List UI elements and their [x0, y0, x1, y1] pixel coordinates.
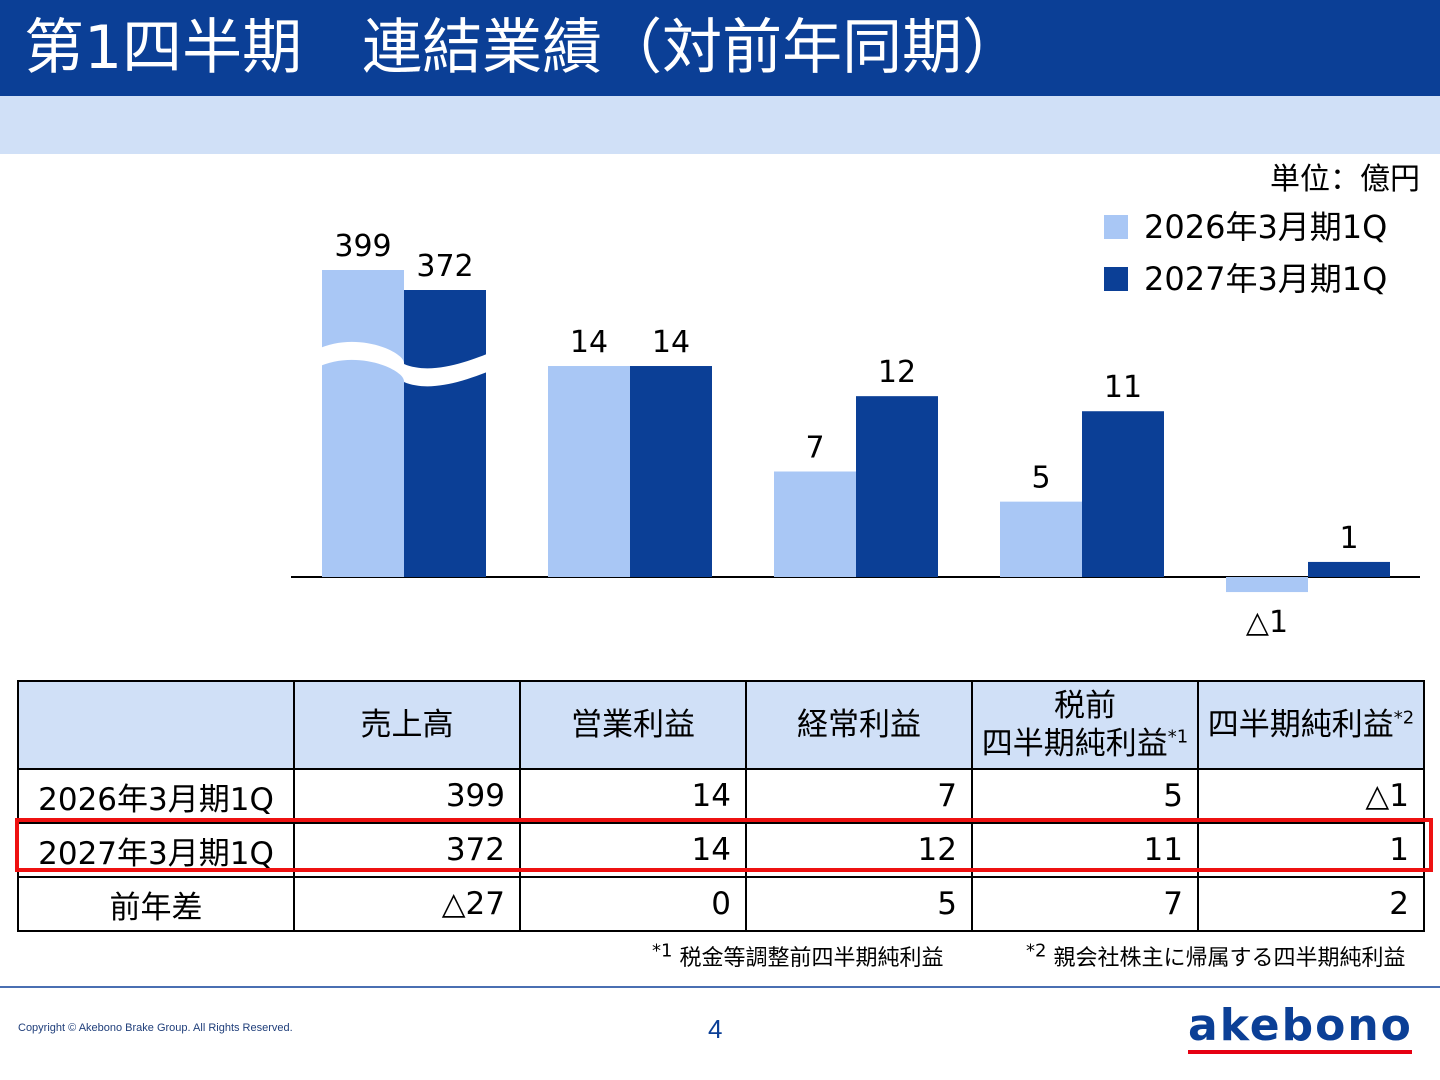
data-label-2026-2: 7 [805, 431, 824, 466]
logo-underline [1188, 1050, 1412, 1054]
table-cell: 399 [293, 768, 521, 824]
row-label: 前年差 [17, 876, 295, 932]
bar-2026-4 [1226, 577, 1308, 593]
row-label: 2026年3月期1Q [17, 768, 295, 824]
table-header-pretax-line1: 税前 [1054, 688, 1116, 724]
legend-swatch-2027 [1104, 267, 1128, 291]
table-cell: △27 [293, 876, 521, 932]
logo-wordmark: akebono [1188, 1000, 1413, 1051]
data-label-2026-1: 14 [570, 325, 608, 360]
table-row: 2026年3月期1Q 399 14 7 5 △1 [17, 768, 1425, 824]
table-header-blank [17, 680, 295, 770]
table-cell: 5 [745, 876, 973, 932]
footnote-mark-2: *2 [1393, 707, 1415, 729]
subtitle-band [0, 96, 1440, 154]
bar-2026-0 [322, 270, 404, 577]
legend-label-2026: 2026年3月期1Q [1144, 208, 1388, 246]
table-header-net-profit-label: 四半期純利益 [1207, 707, 1394, 743]
footnote-mark-1: *1 [1167, 726, 1189, 748]
results-table: 売上高 営業利益 経常利益 税前 四半期純利益*1 四半期純利益*2 2026年… [17, 680, 1425, 932]
footnote-1-mark: *1 [652, 940, 673, 962]
table-cell: 0 [519, 876, 747, 932]
footnote-2-text: 親会社株主に帰属する四半期純利益 [1053, 946, 1406, 971]
table-header-pretax-line2: 四半期純利益 [981, 726, 1168, 762]
legend-label-2027: 2027年3月期1Q [1144, 260, 1388, 298]
data-label-2026-3: 5 [1031, 461, 1050, 496]
table-cell: 12 [745, 822, 973, 878]
table-cell: 7 [745, 768, 973, 824]
footnote-2-mark: *2 [1026, 940, 1047, 962]
akebono-logo: akebono [1188, 1004, 1412, 1054]
page-number: 4 [708, 1014, 723, 1044]
table-header-ordinary-profit: 経常利益 [745, 680, 973, 770]
unit-label: 単位：億円 [1270, 162, 1420, 197]
table-cell: △1 [1197, 768, 1425, 824]
table-header-operating-profit: 営業利益 [519, 680, 747, 770]
footnote-1-text: 税金等調整前四半期純利益 [679, 946, 944, 971]
row-label: 2027年3月期1Q [17, 822, 295, 878]
table-cell: 2 [1197, 876, 1425, 932]
bar-2027-0 [404, 290, 486, 577]
table-header-pretax-profit: 税前 四半期純利益*1 [971, 680, 1199, 770]
page-title: 第1四半期 連結業績（対前年同期） [24, 13, 1023, 83]
footer-divider [0, 986, 1440, 988]
bar-2026-3 [1000, 501, 1082, 577]
table-header-net-profit: 四半期純利益*2 [1197, 680, 1425, 770]
table-cell: 5 [971, 768, 1199, 824]
data-label-2026-0: 399 [334, 229, 391, 264]
axis-break-marker [316, 341, 492, 387]
table-cell: 1 [1197, 822, 1425, 878]
table-cell: 14 [519, 768, 747, 824]
bar-2026-1 [548, 366, 630, 577]
table-row: 前年差 △27 0 5 7 2 [17, 876, 1425, 932]
copyright: Copyright © Akebono Brake Group. All Rig… [18, 1022, 293, 1034]
data-label-2027-1: 14 [652, 325, 690, 360]
footnote-1: *1 税金等調整前四半期純利益 [652, 940, 944, 974]
title-bar: 第1四半期 連結業績（対前年同期） [0, 0, 1440, 96]
data-label-2027-4: 1 [1339, 521, 1358, 556]
table-header-sales: 売上高 [293, 680, 521, 770]
table-cell: 7 [971, 876, 1199, 932]
legend-swatch-2026 [1104, 215, 1128, 239]
data-label-2027-0: 372 [416, 249, 473, 284]
table-cell: 11 [971, 822, 1199, 878]
table-header-row: 売上高 営業利益 経常利益 税前 四半期純利益*1 四半期純利益*2 [17, 680, 1425, 770]
table-cell: 372 [293, 822, 521, 878]
bar-2027-1 [630, 366, 712, 577]
table-cell: 14 [519, 822, 747, 878]
bar-2027-4 [1308, 561, 1390, 577]
bar-2027-3 [1082, 411, 1164, 577]
bar-2026-2 [774, 471, 856, 577]
data-label-2027-3: 11 [1104, 370, 1142, 405]
data-label-2027-2: 12 [878, 355, 916, 390]
data-label-2026-4: △1 [1246, 605, 1288, 640]
table-row: 2027年3月期1Q 372 14 12 11 1 [17, 822, 1425, 878]
footnote-2: *2 親会社株主に帰属する四半期純利益 [1026, 940, 1406, 974]
bar-2027-2 [856, 396, 938, 577]
